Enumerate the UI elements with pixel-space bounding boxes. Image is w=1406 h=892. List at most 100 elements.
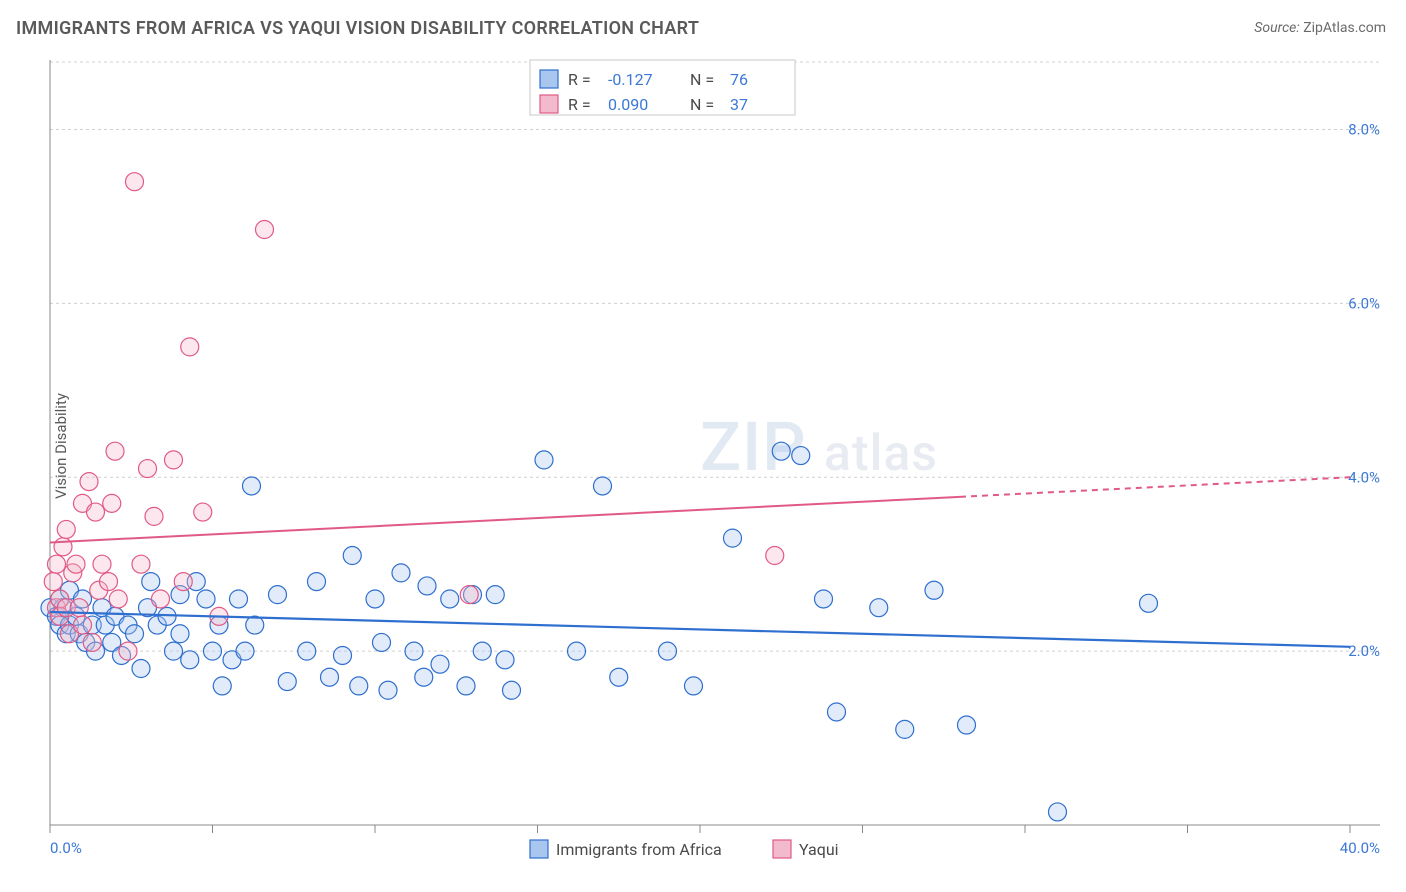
scatter-point [772,442,790,460]
scatter-point [145,507,163,525]
scatter-point [48,555,66,573]
watermark-zip: ZIP [700,407,807,487]
scatter-point [230,590,248,608]
scatter-point [535,451,553,469]
scatter-point [171,625,189,643]
scatter-point [431,655,449,673]
stat-label: N = [690,95,714,114]
stat-label: N = [690,70,714,89]
watermark-atlas: atlas [824,425,938,483]
scatter-point [181,338,199,356]
stat-label: R = [568,70,591,89]
scatter-point [828,703,846,721]
stat-r-value: -0.127 [608,70,653,89]
scatter-point [132,555,150,573]
scatter-point [503,681,521,699]
scatter-point [119,642,137,660]
scatter-point [870,599,888,617]
scatter-point [815,590,833,608]
scatter-point [83,633,101,651]
scatter-point [321,668,339,686]
scatter-point [142,573,160,591]
scatter-point [197,590,215,608]
x-tick-label: 40.0% [1340,839,1380,857]
scatter-point [379,681,397,699]
scatter-point [67,555,85,573]
scatter-point [278,673,296,691]
scatter-point [109,590,127,608]
scatter-point [308,573,326,591]
scatter-point [1140,594,1158,612]
scatter-point [44,573,62,591]
scatter-point [236,642,254,660]
scatter-point [925,581,943,599]
scatter-point [610,668,628,686]
stat-n-value: 76 [730,70,748,89]
scatter-point [174,573,192,591]
scatter-point [165,451,183,469]
stat-label: R = [568,95,591,114]
scatter-point [405,642,423,660]
scatter-point [243,477,261,495]
x-tick-label: 0.0% [50,839,82,857]
scatter-point [473,642,491,660]
scatter-point [152,590,170,608]
scatter-point [766,547,784,565]
scatter-point [87,503,105,521]
scatter-point [724,529,742,547]
scatter-point [350,677,368,695]
scatter-point [181,651,199,669]
scatter-point [269,586,287,604]
scatter-point [685,677,703,695]
scatter-point [132,660,150,678]
scatter-point [126,625,144,643]
scatter-point [165,642,183,660]
scatter-point [213,677,231,695]
scatter-point [57,520,75,538]
scatter-point [392,564,410,582]
scatter-point [343,547,361,565]
scatter-point [74,616,92,634]
scatter-point [80,473,98,491]
scatter-point [496,651,514,669]
scatter-point [298,642,316,660]
scatter-point [896,720,914,738]
scatter-point [139,460,157,478]
legend-label: Immigrants from Africa [556,840,722,859]
legend-swatch [540,70,558,88]
legend-swatch [530,840,548,858]
scatter-point [334,646,352,664]
scatter-point [568,642,586,660]
scatter-point [126,173,144,191]
trend-line [50,497,960,543]
stat-r-value: 0.090 [608,95,648,114]
scatter-point [441,590,459,608]
correlation-scatter-chart: 2.0% 4.0% 6.0% 8.0% 0.0% 40.0% ZIP atlas R = -0.1… [0,0,1406,892]
scatter-point [418,577,436,595]
legend-swatch [540,95,558,113]
scatter-point [486,586,504,604]
y-tick-label: 8.0% [1348,121,1380,139]
scatter-point [106,442,124,460]
scatter-point [1049,803,1067,821]
trend-line-dashed [960,477,1350,497]
scatter-point [366,590,384,608]
scatter-point [256,221,274,239]
y-tick-label: 6.0% [1348,294,1380,312]
scatter-point [460,586,478,604]
legend-swatch [773,840,791,858]
scatter-point [194,503,212,521]
scatter-point [93,555,111,573]
scatter-point [958,716,976,734]
y-tick-label: 4.0% [1348,468,1380,486]
scatter-point [100,573,118,591]
scatter-point [103,494,121,512]
scatter-point [594,477,612,495]
legend-label: Yaqui [799,840,839,859]
scatter-point [457,677,475,695]
stat-n-value: 37 [730,95,748,114]
scatter-point [415,668,433,686]
y-tick-label: 2.0% [1348,642,1380,660]
scatter-point [204,642,222,660]
scatter-point [373,633,391,651]
